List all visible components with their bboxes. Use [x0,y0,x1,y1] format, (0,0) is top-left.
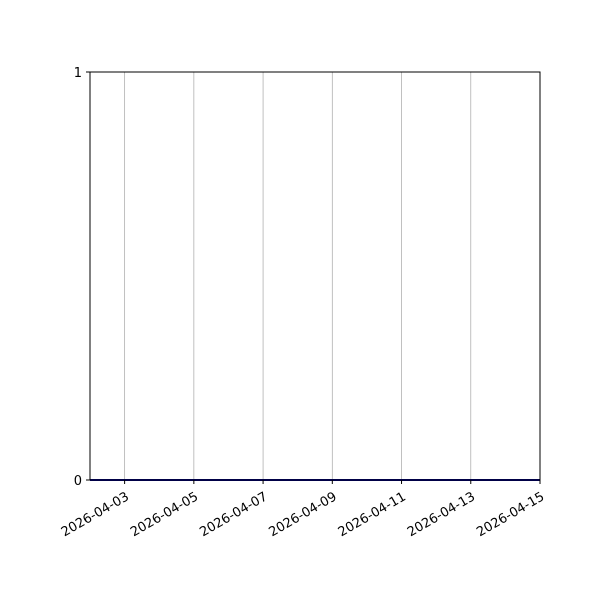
y-axis: 01 [74,66,90,489]
x-tick-label: 2026-04-09 [267,489,340,540]
y-tick-label: 1 [74,66,82,81]
x-tick-label: 2026-04-15 [474,489,547,540]
x-tick-label: 2026-04-07 [197,489,270,540]
x-tick-label: 2026-04-05 [128,489,201,540]
plot-frame [89,71,541,481]
x-axis: 2026-04-032026-04-052026-04-072026-04-09… [59,480,547,540]
x-tick-label: 2026-04-13 [405,489,478,540]
grid [124,72,541,480]
y-tick-label: 0 [74,474,82,489]
x-tick-label: 2026-04-11 [336,489,409,540]
x-tick-label: 2026-04-03 [59,489,132,540]
